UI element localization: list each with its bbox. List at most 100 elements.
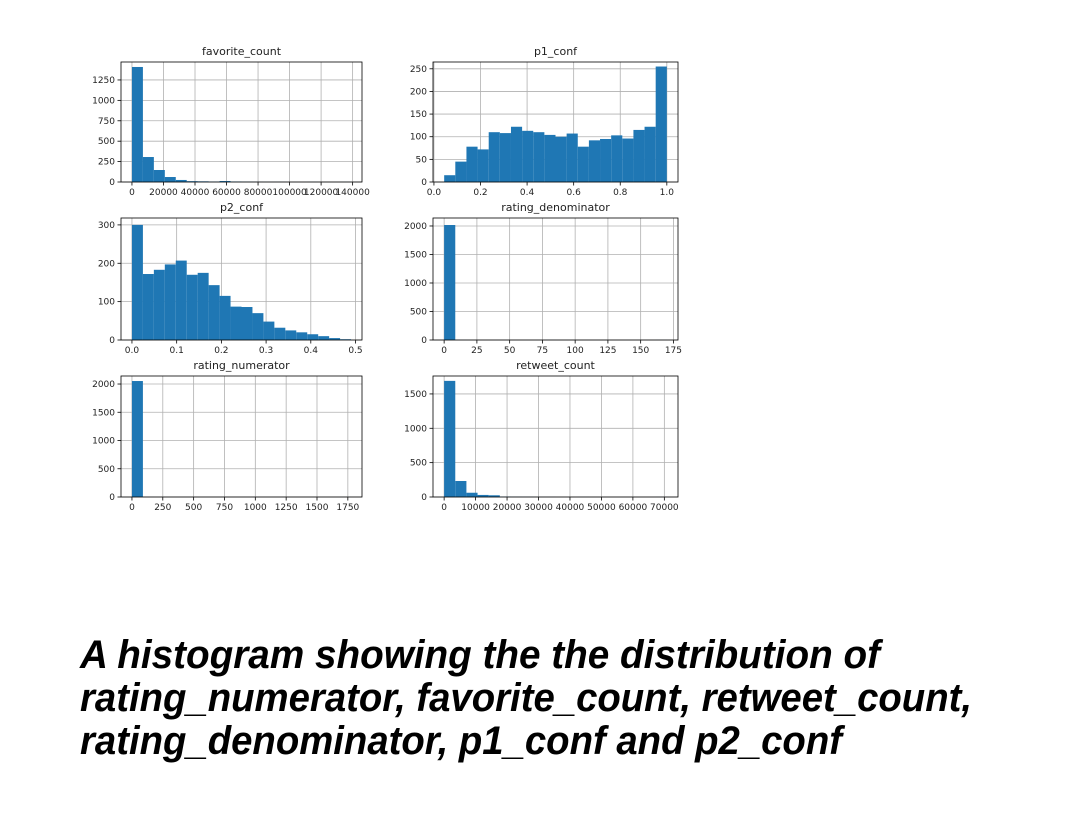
bar bbox=[488, 495, 500, 497]
x-tick-label: 150 bbox=[632, 346, 649, 356]
bar bbox=[329, 338, 341, 340]
bar bbox=[566, 133, 578, 182]
x-tick-label: 1500 bbox=[306, 503, 329, 513]
y-tick-label: 1000 bbox=[92, 437, 115, 447]
bar bbox=[153, 170, 165, 182]
x-tick-label: 0.8 bbox=[613, 188, 628, 198]
x-tick-label: 40000 bbox=[556, 503, 585, 513]
bar bbox=[131, 381, 143, 497]
x-tick-label: 0.5 bbox=[348, 346, 362, 356]
x-tick-label: 125 bbox=[599, 346, 616, 356]
y-tick-label: 200 bbox=[98, 259, 115, 269]
x-tick-label: 0.0 bbox=[427, 188, 442, 198]
bar bbox=[644, 126, 656, 182]
x-tick-label: 20000 bbox=[493, 503, 522, 513]
bar bbox=[544, 134, 556, 182]
x-tick-label: 750 bbox=[216, 503, 233, 513]
bar bbox=[208, 285, 220, 340]
x-tick-label: 75 bbox=[537, 346, 548, 356]
y-tick-label: 0 bbox=[109, 178, 115, 188]
x-tick-label: 50 bbox=[504, 346, 516, 356]
plot-frame bbox=[120, 375, 363, 498]
panel-title: rating_denominator bbox=[501, 201, 610, 214]
panel-title: favorite_count bbox=[202, 45, 282, 58]
bar bbox=[444, 225, 456, 340]
bar bbox=[655, 66, 667, 182]
panel-title: p1_conf bbox=[534, 45, 578, 58]
bar bbox=[263, 321, 275, 340]
panel-title: p2_conf bbox=[220, 201, 264, 214]
x-tick-label: 100 bbox=[567, 346, 584, 356]
caption-line: A histogram showing the the distribution… bbox=[79, 633, 884, 677]
bar bbox=[477, 494, 489, 497]
y-tick-label: 200 bbox=[410, 87, 427, 97]
bar bbox=[252, 313, 264, 340]
x-tick-label: 50000 bbox=[587, 503, 616, 513]
y-tick-label: 1500 bbox=[92, 408, 115, 418]
bar bbox=[633, 129, 645, 182]
bar bbox=[611, 135, 623, 182]
bar bbox=[131, 224, 143, 340]
x-tick-label: 10000 bbox=[461, 503, 490, 513]
x-tick-label: 0.0 bbox=[125, 346, 140, 356]
y-tick-label: 0 bbox=[109, 336, 115, 346]
bar bbox=[466, 492, 478, 497]
bar bbox=[175, 179, 187, 182]
y-tick-label: 50 bbox=[416, 155, 428, 165]
bar bbox=[153, 269, 165, 340]
y-tick-label: 0 bbox=[421, 336, 427, 346]
bar bbox=[307, 334, 319, 340]
y-tick-label: 150 bbox=[410, 110, 427, 120]
bar bbox=[186, 181, 198, 182]
x-tick-label: 1750 bbox=[336, 503, 359, 513]
y-tick-label: 1000 bbox=[404, 279, 427, 289]
x-tick-label: 0.2 bbox=[214, 346, 228, 356]
caption-line: rating_denominator, p1_conf and p2_conf bbox=[80, 719, 846, 763]
panel-title: rating_numerator bbox=[193, 359, 290, 372]
y-tick-label: 2000 bbox=[92, 380, 115, 390]
x-tick-label: 120000 bbox=[304, 188, 339, 198]
x-tick-label: 0.4 bbox=[520, 188, 535, 198]
plot-frame bbox=[432, 61, 679, 183]
plot-frame bbox=[120, 61, 363, 183]
y-tick-label: 1250 bbox=[92, 76, 115, 86]
bar bbox=[219, 295, 231, 340]
y-tick-label: 300 bbox=[98, 221, 115, 231]
x-tick-label: 60000 bbox=[212, 188, 241, 198]
x-tick-label: 500 bbox=[185, 503, 202, 513]
x-tick-label: 20000 bbox=[149, 188, 178, 198]
bar bbox=[219, 181, 231, 182]
bar bbox=[241, 307, 253, 340]
bar bbox=[285, 330, 297, 340]
bar bbox=[555, 136, 567, 182]
bar bbox=[477, 149, 489, 182]
bar bbox=[164, 264, 176, 340]
bar bbox=[186, 274, 198, 340]
y-tick-label: 0 bbox=[421, 493, 427, 503]
bar bbox=[318, 336, 330, 340]
x-tick-label: 70000 bbox=[650, 503, 679, 513]
bar bbox=[488, 132, 500, 182]
x-tick-label: 0.2 bbox=[473, 188, 487, 198]
y-tick-label: 500 bbox=[410, 459, 427, 469]
bar bbox=[588, 140, 601, 182]
bar bbox=[577, 146, 589, 182]
x-tick-label: 0 bbox=[129, 503, 135, 513]
x-tick-label: 0 bbox=[441, 503, 447, 513]
bar bbox=[522, 130, 534, 182]
bar bbox=[175, 260, 187, 340]
plot-frame bbox=[432, 375, 679, 498]
y-tick-label: 100 bbox=[410, 133, 427, 143]
bar bbox=[455, 480, 467, 497]
x-tick-label: 175 bbox=[665, 346, 682, 356]
y-tick-label: 500 bbox=[98, 465, 115, 475]
y-tick-label: 750 bbox=[98, 117, 115, 127]
y-tick-label: 0 bbox=[421, 178, 427, 188]
x-tick-label: 30000 bbox=[524, 503, 553, 513]
bar bbox=[499, 133, 511, 182]
y-tick-label: 250 bbox=[410, 65, 427, 75]
caption-line: rating_numerator, favorite_count, retwee… bbox=[80, 676, 972, 720]
bar bbox=[455, 161, 467, 182]
